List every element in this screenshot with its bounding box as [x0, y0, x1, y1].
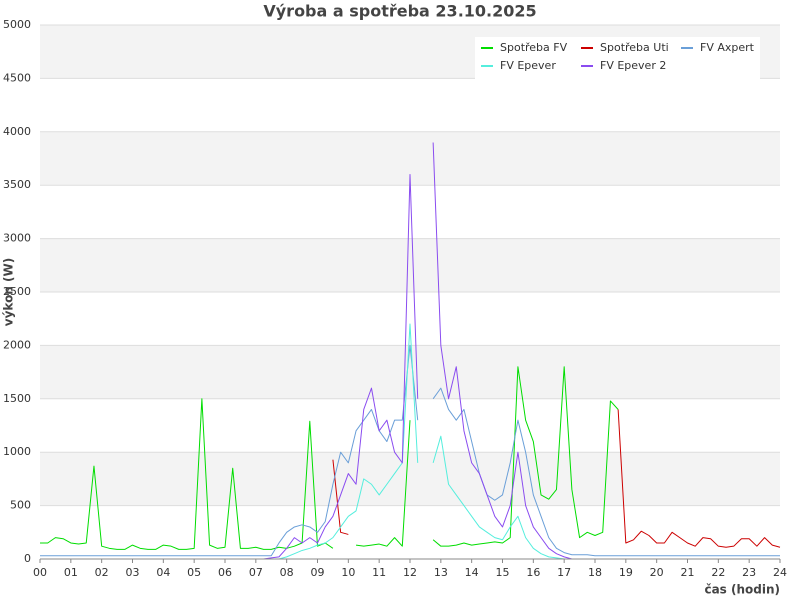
x-tick-label: 00 [33, 566, 47, 579]
x-tick-label: 08 [280, 566, 294, 579]
y-tick-label: 1500 [3, 392, 31, 405]
x-tick-label: 24 [773, 566, 787, 579]
x-tick-label: 07 [249, 566, 263, 579]
x-tick-label: 02 [95, 566, 109, 579]
grid [40, 24, 780, 560]
series-line [40, 366, 619, 550]
axes: 0500100015002000250030003500400045005000… [3, 18, 787, 579]
x-tick-label: 14 [465, 566, 479, 579]
plot-bands [40, 25, 780, 506]
y-tick-label: 4500 [3, 71, 31, 84]
plot-band [40, 452, 780, 506]
y-tick-label: 1000 [3, 445, 31, 458]
x-tick-label: 11 [372, 566, 386, 579]
x-tick-label: 04 [156, 566, 170, 579]
series-line [40, 344, 780, 557]
x-tick-label: 20 [650, 566, 664, 579]
x-tick-label: 21 [681, 566, 695, 579]
legend-label: Spotřeba Uti [600, 41, 669, 54]
y-tick-label: 0 [24, 552, 31, 565]
x-tick-label: 19 [619, 566, 633, 579]
y-tick-label: 4000 [3, 125, 31, 138]
x-tick-label: 17 [557, 566, 571, 579]
legend-box [475, 37, 760, 79]
plot-band [40, 238, 780, 292]
y-tick-label: 3500 [3, 178, 31, 191]
x-tick-label: 22 [711, 566, 725, 579]
y-tick-label: 5000 [3, 18, 31, 31]
legend-label: Spotřeba FV [500, 41, 568, 54]
chart-title: Výroba a spotřeba 23.10.2025 [263, 2, 536, 21]
x-tick-label: 16 [526, 566, 540, 579]
x-tick-label: 03 [126, 566, 140, 579]
legend-label: FV Epever 2 [600, 59, 666, 72]
legend: Spotřeba FV Spotřeba Uti FV Axpert FV Epeve… [475, 37, 760, 79]
y-tick-label: 3000 [3, 232, 31, 245]
plot-band [40, 345, 780, 399]
x-tick-label: 23 [742, 566, 756, 579]
legend-label: FV Axpert [700, 41, 755, 54]
y-tick-label: 500 [10, 499, 31, 512]
x-tick-label: 05 [187, 566, 201, 579]
series-line [332, 409, 781, 548]
x-axis-label: čas (hodin) [704, 583, 780, 597]
legend-label: FV Epever [500, 59, 556, 72]
y-axis-label: výkon (W) [2, 258, 16, 326]
y-tick-label: 2000 [3, 338, 31, 351]
x-tick-label: 10 [341, 566, 355, 579]
y-tick-label: 2500 [3, 285, 31, 298]
x-tick-label: 06 [218, 566, 232, 579]
x-tick-label: 09 [311, 566, 325, 579]
x-tick-label: 13 [434, 566, 448, 579]
x-tick-label: 18 [588, 566, 602, 579]
x-tick-label: 12 [403, 566, 417, 579]
x-tick-label: 01 [64, 566, 78, 579]
x-tick-label: 15 [496, 566, 510, 579]
